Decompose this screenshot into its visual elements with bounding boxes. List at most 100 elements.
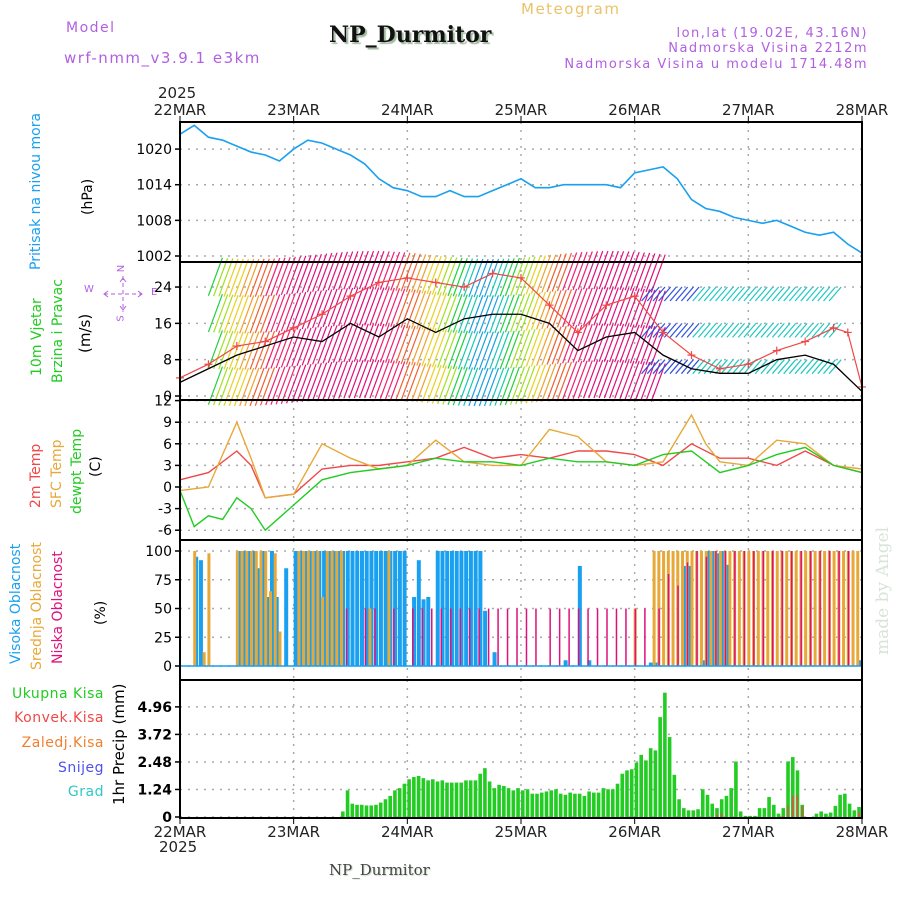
precip-total-bar — [464, 780, 468, 817]
wind-barb — [551, 325, 567, 365]
wind-barb — [541, 326, 557, 366]
compass-east: E — [151, 287, 158, 298]
elevation: Nadmorska Visina 2212m — [668, 41, 868, 56]
precip-total-bar — [374, 804, 378, 817]
wind-barb — [213, 294, 229, 333]
wind-barb — [645, 253, 661, 293]
cloud-low-bar — [412, 608, 414, 666]
wind-barb — [437, 329, 453, 368]
location-coords: lon,lat (19.02E, 43.16N) — [676, 26, 868, 41]
wind-barb — [520, 329, 536, 368]
wind-barb — [629, 324, 645, 364]
wind-barb — [530, 328, 546, 367]
wind-barb — [353, 287, 369, 326]
wind-barb — [358, 359, 375, 399]
wind-barb — [525, 364, 541, 404]
wind-gust-marker — [232, 342, 241, 351]
wind-barb — [504, 366, 520, 406]
cloud-mid-bar — [842, 551, 846, 666]
precip-total-bar — [710, 803, 715, 817]
wind-barb — [317, 289, 333, 328]
wind-gust-marker — [829, 323, 838, 332]
wind-barb — [426, 364, 442, 404]
wind-barb — [720, 286, 734, 302]
wind-barb — [457, 258, 474, 297]
precip-total-bar — [738, 811, 743, 817]
wind-barb — [473, 258, 489, 298]
cloud-high-bar — [293, 551, 298, 666]
cloud-low-bar — [715, 551, 717, 666]
wind-barb — [384, 324, 401, 363]
cloud-low-bar — [644, 608, 646, 666]
wind-barb — [783, 359, 797, 375]
wind-barb — [720, 359, 734, 375]
cloud-mid-bar — [278, 631, 282, 666]
cloud-low-bar — [535, 608, 537, 666]
precip-convective-bar — [791, 795, 794, 817]
cloud-high-bar — [402, 551, 407, 666]
cloud-mid-bar — [316, 551, 320, 666]
y-tick-label: 1014 — [136, 178, 172, 194]
cloud-low-bar — [497, 608, 499, 666]
cloud-low-bar — [431, 608, 433, 666]
wind-barb — [254, 331, 270, 370]
precip-total-bar — [341, 811, 345, 817]
wind-barb — [395, 361, 411, 401]
wind-barb — [686, 322, 700, 338]
precip-total-bar — [492, 788, 497, 817]
cloud-mid-bar — [254, 551, 258, 666]
precip-convective-bar — [858, 812, 860, 817]
precip-total-bar — [705, 794, 710, 817]
cloud-high-bar — [383, 551, 388, 666]
model-elevation: Nadmorska Visina u modelu 1714.48m — [564, 57, 868, 72]
wind-barb — [805, 359, 819, 375]
y-tick-label: 0 — [163, 389, 172, 405]
wind-barb — [692, 322, 706, 338]
wind-barb — [614, 251, 630, 290]
wind-barb — [794, 322, 808, 338]
cloud-mid-bar — [775, 551, 779, 666]
wind-gust-marker — [261, 337, 270, 346]
wind-barb — [343, 360, 359, 399]
wind-barb — [760, 322, 774, 338]
subtitle: Meteogram — [521, 0, 621, 18]
precip-total-bar — [814, 813, 819, 817]
wind-barb — [635, 289, 651, 328]
cloud-mid-bar — [259, 551, 263, 666]
precip-total-bar — [663, 692, 667, 817]
cloud-high-bar — [587, 660, 592, 666]
wind-barb — [353, 359, 369, 399]
cloud-low-bar — [819, 551, 821, 666]
wind-barb — [771, 359, 785, 375]
wind-barb — [358, 287, 375, 326]
wind-barb — [588, 250, 604, 290]
wind-barb — [442, 293, 458, 333]
wind-barb — [343, 251, 359, 290]
precip-label-total: Ukupna Kisa — [11, 686, 104, 702]
precip-total-bar — [677, 799, 681, 817]
wind-barb — [452, 330, 468, 370]
wind-barb — [437, 293, 453, 332]
wind-barb — [788, 322, 802, 338]
y-tick-label: 8 — [163, 353, 172, 369]
cloud-mid-bar — [321, 597, 325, 666]
wind-barb — [692, 359, 706, 375]
precip-total-bar — [786, 761, 790, 817]
wind-barb — [783, 286, 797, 302]
wind-barb — [663, 286, 677, 302]
cloud-mid-bar — [690, 551, 694, 666]
wind-barb — [562, 361, 578, 400]
precip-total-bar — [549, 790, 554, 817]
wind-barb — [442, 366, 458, 405]
wind-barb — [777, 286, 791, 302]
cloud-low-bar — [606, 608, 608, 666]
wind-barb — [754, 286, 768, 302]
wind-barb — [536, 363, 552, 403]
wind-barb — [546, 253, 562, 293]
wind-barb — [556, 252, 573, 292]
cloud-mid-bar — [652, 551, 656, 666]
precip-total-bar — [658, 717, 662, 817]
cloud-high-bar — [473, 551, 478, 666]
precip-convective-bar — [787, 805, 789, 817]
precip-total-bar — [606, 789, 610, 817]
